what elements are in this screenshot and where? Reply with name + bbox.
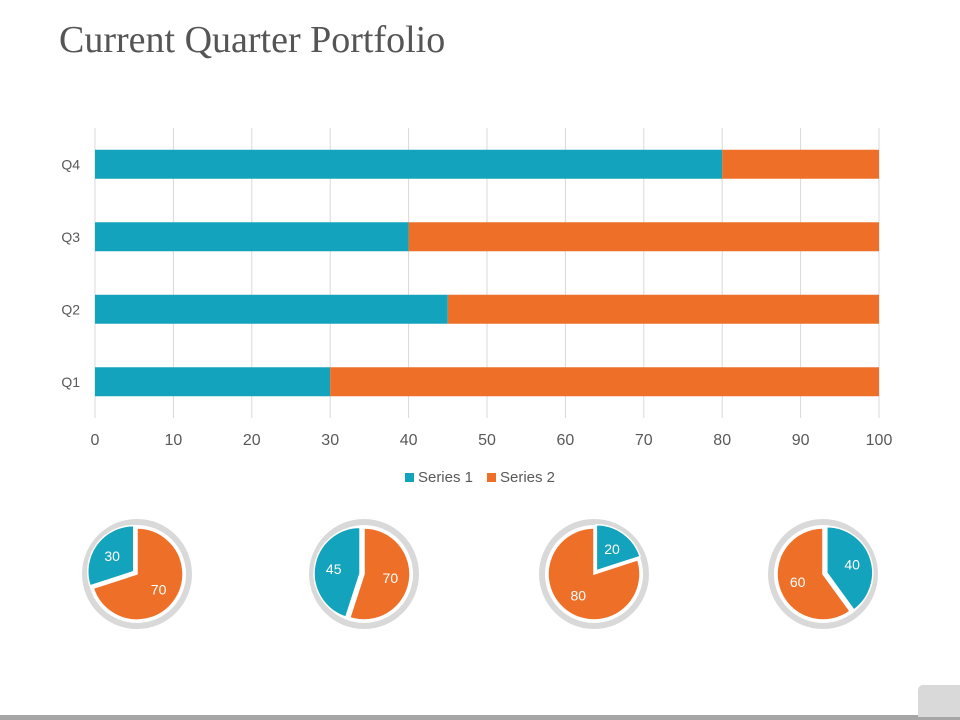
pie-data-label: 40 <box>844 557 860 573</box>
pie-slice-series-1 <box>826 526 874 612</box>
legend-swatch-series-2 <box>487 473 496 482</box>
pie-chart-3: 20 80 <box>538 518 650 630</box>
bar-q3-series-1 <box>95 222 409 252</box>
pie-data-label: 45 <box>326 561 342 577</box>
y-tick-label-q1: Q1 <box>61 374 80 390</box>
bar-q4-series-2 <box>722 149 879 179</box>
pie-slice-series-2 <box>776 527 852 621</box>
pie-data-label: 70 <box>151 582 167 598</box>
pie-data-label: 30 <box>104 548 120 564</box>
bar-q1-series-2 <box>330 367 879 397</box>
chart-legend: Series 1 Series 2 <box>0 469 960 486</box>
legend-item-series-2: Series 2 <box>487 469 555 486</box>
x-tick-label: 50 <box>478 432 496 449</box>
pie-slice-series-1 <box>313 526 361 619</box>
pie-data-label: 20 <box>604 541 620 557</box>
bar-q2-series-2 <box>447 294 879 324</box>
pie-slice-series-2 <box>348 527 411 621</box>
x-tick-label: 10 <box>165 432 183 449</box>
legend-item-series-1: Series 1 <box>404 469 473 486</box>
pie-slice-series-2 <box>547 527 641 621</box>
stacked-bar-chart: 0 10 20 30 40 50 60 70 80 90 100 Q1 Q2 Q3 Q4 <box>61 128 893 449</box>
pie-data-label: 60 <box>790 574 806 590</box>
bar-q2-series-1 <box>95 294 448 324</box>
x-tick-label: 100 <box>866 432 893 449</box>
slide-title: Current Quarter Portfolio <box>59 19 446 61</box>
bar-q4-series-1 <box>95 149 723 179</box>
legend-swatch-series-1 <box>404 473 414 482</box>
pie-chart-4: 40 60 <box>767 518 879 630</box>
pie-slice-series-1 <box>595 524 642 572</box>
pie-chart-1: 30 70 <box>81 518 193 630</box>
y-tick-label-q2: Q2 <box>61 301 80 317</box>
x-tick-label: 80 <box>713 432 731 449</box>
bar-q1-series-1 <box>95 367 331 397</box>
pie-data-label: 80 <box>571 588 587 604</box>
slide-corner-button[interactable] <box>918 685 960 717</box>
x-tick-label: 70 <box>635 432 653 449</box>
y-tick-label-q3: Q3 <box>61 229 80 245</box>
pie-chart-2: 45 70 <box>308 518 420 630</box>
pie-data-label: 70 <box>383 570 399 586</box>
x-tick-label: 30 <box>321 432 339 449</box>
x-tick-label: 20 <box>243 432 261 449</box>
legend-label-series-1: Series 1 <box>417 469 473 486</box>
x-tick-label: 60 <box>557 432 575 449</box>
x-tick-label: 90 <box>792 432 810 449</box>
x-tick-label: 40 <box>400 432 418 449</box>
legend-label-series-2: Series 2 <box>500 469 556 486</box>
y-tick-label-q4: Q4 <box>61 156 80 172</box>
bar-q3-series-2 <box>408 222 879 252</box>
footer-rule <box>0 715 960 720</box>
pie-slice-series-1 <box>87 524 135 587</box>
pie-slice-series-2 <box>92 527 184 621</box>
x-tick-label: 0 <box>91 432 100 449</box>
